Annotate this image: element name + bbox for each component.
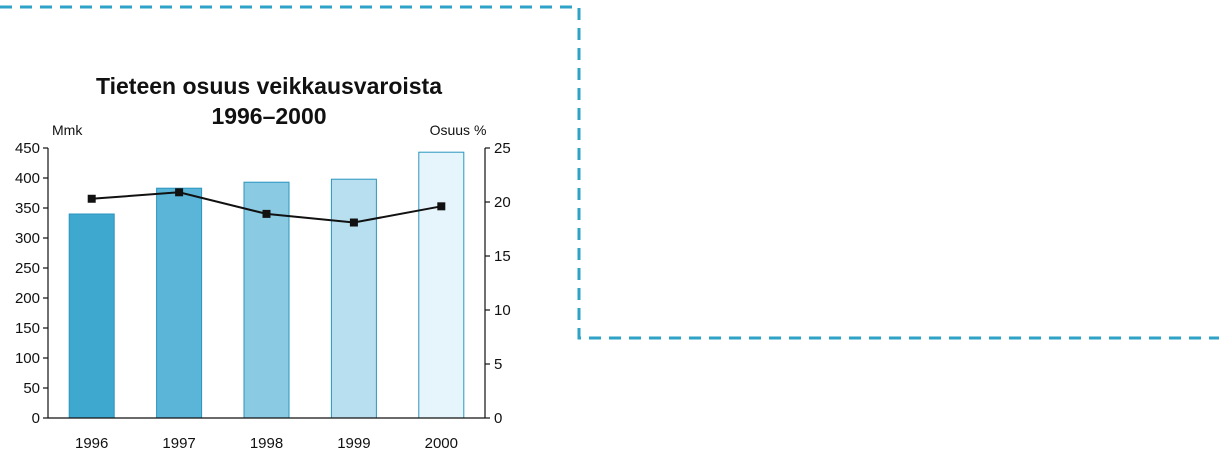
x-tick-label: 2000: [425, 435, 458, 452]
x-tick-label: 1997: [162, 435, 195, 452]
right-tick-label: 5: [494, 356, 502, 373]
share-point-1996: [88, 195, 96, 203]
left-tick-label: 300: [15, 230, 40, 247]
left-axis-unit: Mmk: [52, 122, 83, 138]
share-point-1999: [350, 219, 358, 227]
bar-2000: [419, 152, 464, 418]
bar-1996: [69, 214, 114, 418]
right-axis: 0 5 10 15 20 25: [485, 140, 511, 427]
x-tick-label: 1996: [75, 435, 108, 452]
left-tick-label: 450: [15, 140, 40, 157]
x-axis: 1996 1997 1998 1999 2000: [48, 418, 485, 452]
right-tick-label: 0: [494, 410, 502, 427]
left-axis: 0 50 100 150 200 250 300 350 400 450: [15, 140, 48, 427]
left-tick-label: 400: [15, 170, 40, 187]
left-tick-label: 50: [23, 380, 40, 397]
share-point-2000: [437, 202, 445, 210]
right-tick-label: 10: [494, 302, 511, 319]
chart-title-line-1: Tieteen osuus veikkausvaroista: [96, 73, 442, 99]
left-tick-label: 200: [15, 290, 40, 307]
left-tick-label: 250: [15, 260, 40, 277]
share-point-1997: [175, 188, 183, 196]
chart-title-line-2: 1996–2000: [211, 103, 326, 129]
right-axis-unit: Osuus %: [430, 122, 487, 138]
share-point-1998: [263, 210, 271, 218]
bar-series: [69, 152, 464, 418]
left-tick-label: 100: [15, 350, 40, 367]
left-tick-label: 0: [32, 410, 40, 427]
left-tick-label: 350: [15, 200, 40, 217]
right-tick-label: 20: [494, 194, 511, 211]
bar-1997: [157, 188, 202, 418]
right-tick-label: 25: [494, 140, 511, 157]
x-tick-label: 1999: [337, 435, 370, 452]
bar-1999: [331, 179, 376, 418]
right-tick-label: 15: [494, 248, 511, 265]
x-tick-label: 1998: [250, 435, 283, 452]
left-tick-label: 150: [15, 320, 40, 337]
